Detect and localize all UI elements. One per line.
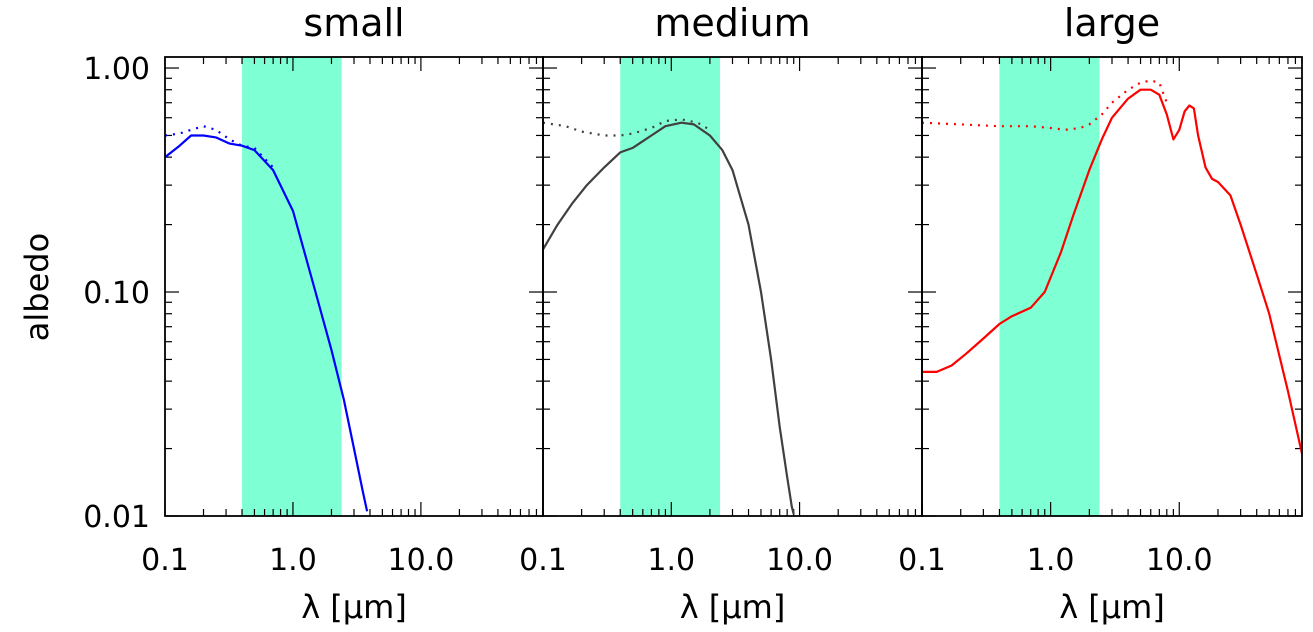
x-tick-label: 1.0: [647, 543, 695, 578]
panel-frame: [921, 56, 1303, 517]
y-tick-label: 0.01: [83, 500, 150, 535]
shaded-band: [999, 57, 1100, 516]
x-tick-label: 10.0: [1146, 543, 1213, 578]
panel-title: large: [1064, 1, 1160, 45]
x-axis-label: λ [μm]: [1059, 588, 1165, 626]
solid-line-large: [922, 88, 1302, 454]
solid-line-small: [165, 134, 369, 512]
panel-frame: [542, 56, 923, 517]
shaded-band: [620, 57, 721, 516]
x-axis-label: λ [μm]: [680, 588, 786, 626]
panel-title: medium: [654, 1, 810, 45]
x-axis-label: λ [μm]: [301, 588, 407, 626]
dotted-line-large: [922, 79, 1168, 131]
x-tick-label: 10.0: [766, 543, 833, 578]
panel-title: small: [303, 1, 404, 45]
x-tick-label: 10.0: [388, 543, 455, 578]
x-tick-label: 0.1: [141, 543, 189, 578]
solid-line-medium: [543, 121, 795, 515]
y-axis-label: albedo: [18, 233, 56, 341]
x-tick-label: 1.0: [1027, 543, 1075, 578]
y-tick-label: 1.00: [83, 52, 150, 87]
x-tick-label: 0.1: [519, 543, 567, 578]
x-tick-label: 1.0: [269, 543, 317, 578]
x-tick-label: 0.1: [898, 543, 946, 578]
shaded-band: [242, 57, 342, 516]
y-tick-label: 0.10: [83, 276, 150, 311]
